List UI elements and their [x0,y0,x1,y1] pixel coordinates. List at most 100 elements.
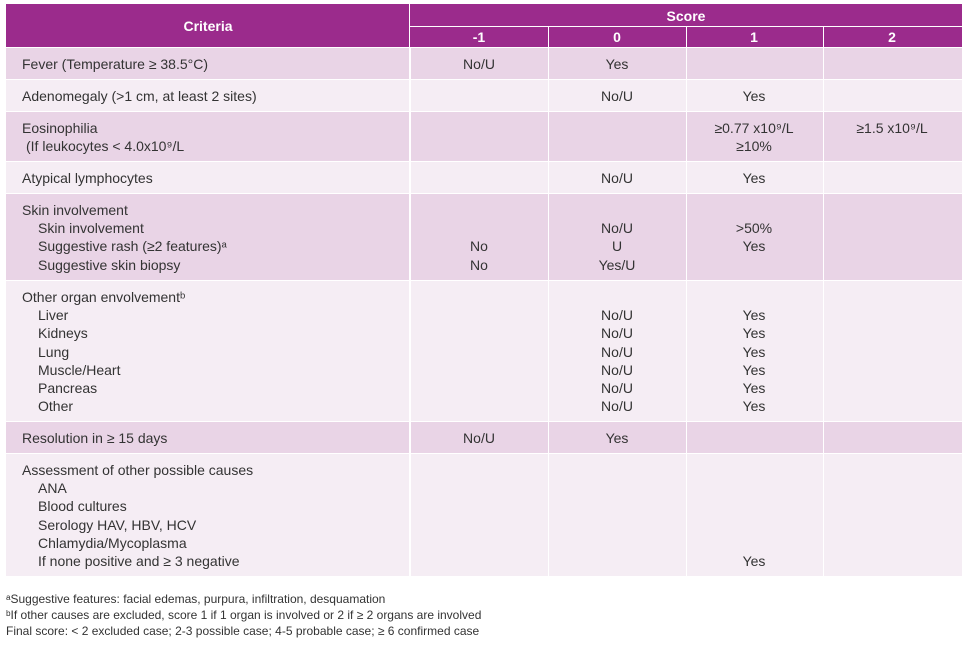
score-cell: >50% [735,220,773,237]
score-cell: No/U [601,170,633,186]
criteria-sub-label: Skin involvement [38,220,144,237]
score-column: -1 [472,29,486,45]
cell [687,422,823,453]
score-cell: No/U [601,220,633,237]
score-cell: ≥0.77 x10⁹/L [714,120,794,136]
cell [824,194,962,280]
score-cell: No/U [463,56,495,72]
cell [411,162,548,193]
criteria-sub-label: Kidneys [38,325,88,342]
score-cell: No/U [601,343,633,360]
footnote: ᵃSuggestive features: facial edemas, pur… [6,592,386,606]
score-cell: ≥1.5 x10⁹/L [856,120,928,136]
score-cell: Yes [742,553,766,569]
header-cell [824,27,962,47]
header-cell [549,27,686,47]
criteria-sub-label: Pancreas [38,380,98,396]
cell [411,194,548,280]
criteria-sub-label: Suggestive rash (≥2 features)ᵃ [38,238,227,255]
cell [549,281,686,421]
cell [687,454,823,576]
score-cell: No/U [601,88,633,104]
criteria-label: Adenomegaly (>1 cm, at least 2 sites) [22,88,257,104]
score-cell: Yes [742,88,766,104]
cell [824,80,962,111]
cell [411,422,548,453]
cell [687,80,823,111]
score-cell: Yes [742,307,766,324]
score-column: 2 [888,29,896,45]
cell [549,48,686,79]
footnote: Final score: < 2 excluded case; 2-3 poss… [6,624,480,638]
cell [411,454,548,576]
cell [411,112,548,161]
cell [687,112,823,161]
score-cell: Yes [742,238,766,255]
criteria-label: Atypical lymphocytes [22,170,153,186]
score-cell: No/U [601,307,633,324]
cell [687,281,823,421]
score-cell: No/U [601,361,633,378]
criteria-sub-label: (If leukocytes < 4.0x10⁹/L [26,138,185,155]
score-cell: Yes [605,430,629,446]
cell [549,112,686,161]
score-cell: No [470,238,488,255]
cell [687,48,823,79]
score-cell: No/U [601,398,633,415]
criteria-label: Resolution in ≥ 15 days [22,430,168,446]
cell [6,422,409,453]
cell [6,112,409,161]
criteria-sub-label: Muscle/Heart [38,361,121,378]
cell [6,194,409,280]
cell [824,48,962,79]
score-cell: No [470,256,488,273]
cell [6,454,409,576]
cell [824,281,962,421]
cell [687,194,823,280]
cell [549,80,686,111]
criteria-sub-label: Serology HAV, HBV, HCV [38,516,197,533]
footnote: ᵇIf other causes are excluded, score 1 i… [6,608,482,622]
criteria-label: Other organ envolvementᵇ [22,289,186,305]
cell [411,48,548,79]
score-column: 0 [613,29,621,45]
cell [6,48,409,79]
criteria-sub-label: Lung [38,343,70,360]
score-cell: Yes/U [598,256,636,273]
cell [687,162,823,193]
criteria-label: Fever (Temperature ≥ 38.5°C) [22,56,209,72]
cell [549,194,686,280]
header-cell [6,4,409,47]
cell [411,281,548,421]
score-cell: No/U [601,325,633,342]
header-cell [410,27,548,47]
cell [824,162,962,193]
cell [6,80,409,111]
cell [549,162,686,193]
header-cell [687,27,823,47]
cell [824,454,962,576]
score-cell: Yes [605,56,629,72]
criteria-label: Assessment of other possible causes [22,462,254,478]
score-cell: No/U [601,380,633,396]
criteria-label: Eosinophilia [22,120,98,136]
header-criteria: Criteria [183,18,233,34]
header-score: Score [666,8,706,24]
criteria-sub-label: Suggestive skin biopsy [38,256,181,273]
cell [411,80,548,111]
score-cell: Yes [742,343,766,360]
score-cell: Yes [742,170,766,186]
score-cell: Yes [742,325,766,342]
cell [824,422,962,453]
cell [6,281,409,421]
score-cell: U [611,238,623,255]
criteria-label: Skin involvement [22,202,128,218]
score-cell: No/U [463,430,495,446]
cell [549,454,686,576]
cell [549,422,686,453]
cell [824,112,962,161]
criteria-sub-label: Liver [38,307,69,324]
score-cell: ≥10% [736,138,772,155]
criteria-sub-label: Blood cultures [38,498,127,515]
